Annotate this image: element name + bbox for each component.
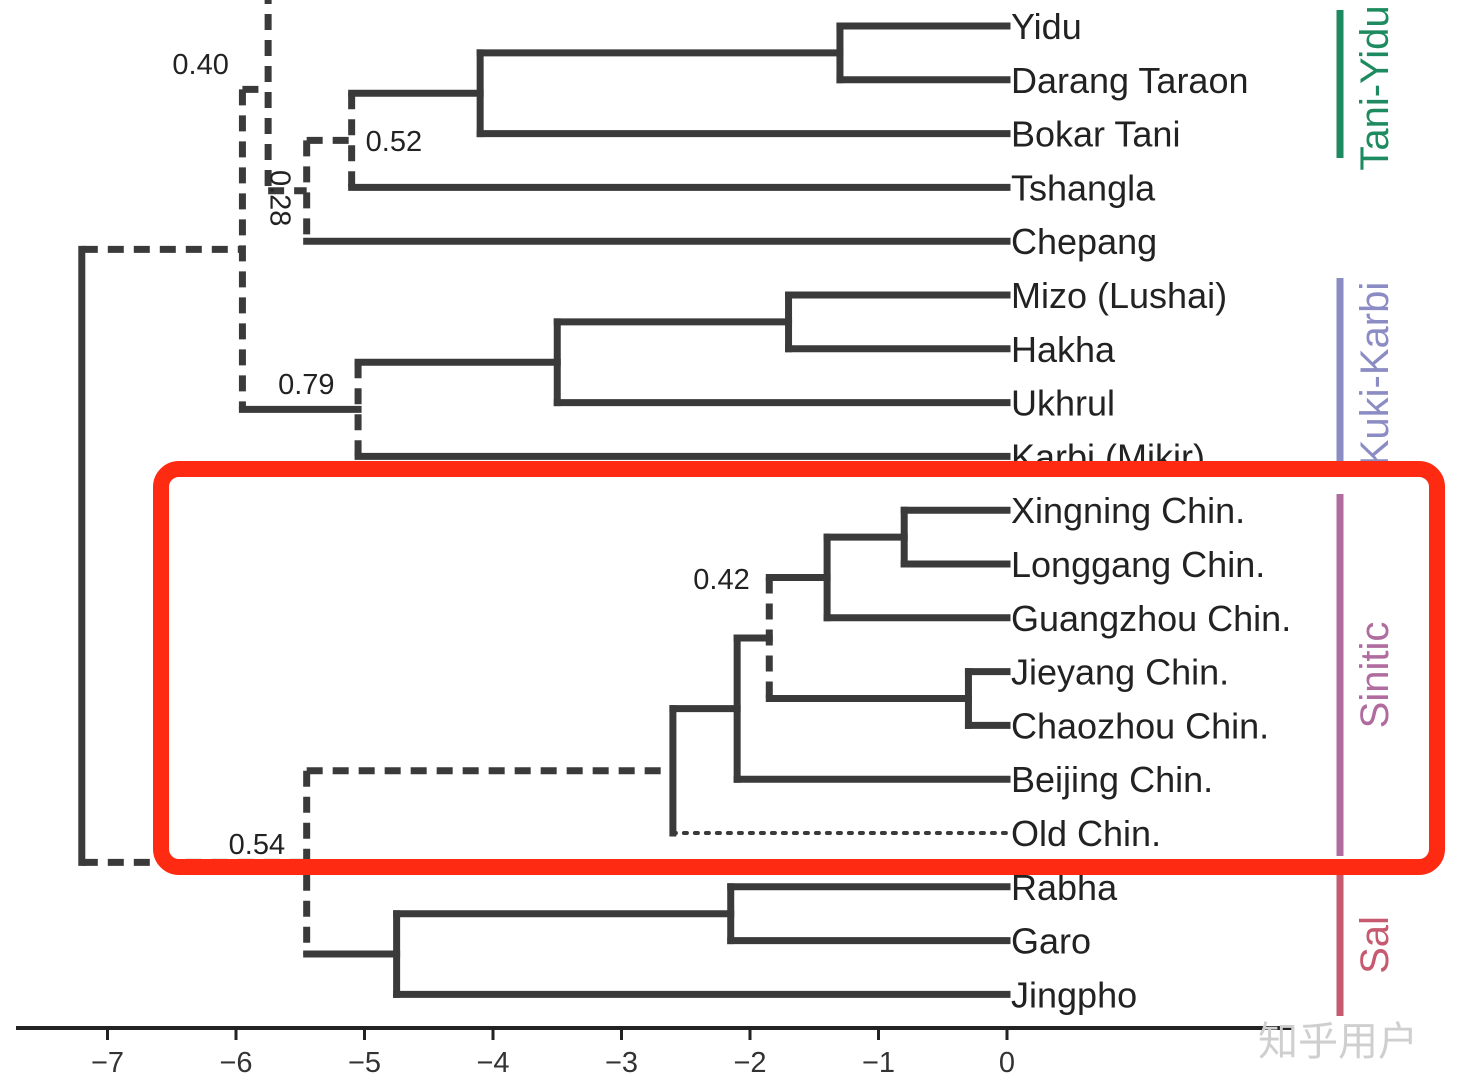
support-label-n_upper: 0.33 <box>286 0 342 5</box>
leaf-label-beijing-chin-: Beijing Chin. <box>1011 759 1213 800</box>
support-label-n_tani_tsh: 0.52 <box>366 126 422 158</box>
watermark-text: 知乎用户 <box>1258 1019 1418 1065</box>
x-tick-label-1: −6 <box>219 1047 252 1079</box>
leaf-label-bokar-tani: Bokar Tani <box>1011 114 1180 155</box>
group-label-sinitic: Sinitic <box>1353 622 1397 729</box>
leaf-label-guangzhou-chin-: Guangzhou Chin. <box>1011 598 1291 639</box>
support-label-n_south: 0.42 <box>693 564 749 596</box>
leaf-label-jingpho: Jingpho <box>1011 974 1137 1015</box>
support-label-n_sin_sal: 0.54 <box>229 829 285 861</box>
leaf-label-yidu: Yidu <box>1011 6 1082 47</box>
leaf-label-chepang: Chepang <box>1011 221 1157 262</box>
leaf-label-chaozhou-chin-: Chaozhou Chin. <box>1011 705 1269 746</box>
tree-branches <box>78 0 1011 998</box>
support-label-n_tb_upper: 0.40 <box>172 49 228 81</box>
leaf-label-longgang-chin-: Longgang Chin. <box>1011 544 1265 585</box>
highlight-box-sinitic <box>153 461 1445 875</box>
leaf-label-jieyang-chin-: Jieyang Chin. <box>1011 652 1229 693</box>
support-label-n_top: 0.28 <box>264 170 296 226</box>
x-tick-label-0: −7 <box>91 1047 124 1079</box>
leaf-label-hakha: Hakha <box>1011 329 1116 370</box>
leaf-label-xingning-chin-: Xingning Chin. <box>1011 490 1245 531</box>
support-labels: 0.52 0.28 0.33 0.79 0.40 0.42 0.54 <box>172 0 749 861</box>
leaf-label-garo: Garo <box>1011 921 1091 962</box>
group-label-sal: Sal <box>1353 916 1397 974</box>
x-tick-label-6: −1 <box>862 1047 895 1079</box>
support-label-n_kuki: 0.79 <box>278 369 334 401</box>
x-tick-label-7: 0 <box>999 1047 1015 1079</box>
leaf-label-old-chin-: Old Chin. <box>1011 813 1161 854</box>
leaf-label-darang-taraon: Darang Taraon <box>1011 60 1249 101</box>
x-tick-label-2: −5 <box>348 1047 381 1079</box>
leaf-label-tshangla: Tshangla <box>1011 167 1156 208</box>
clade-group-bars: Tani-Yidu Kuki-Karbi Sinitic Sal <box>1336 5 1397 1016</box>
x-tick-label-3: −4 <box>476 1047 509 1079</box>
group-label-kuki-karbi: Kuki-Karbi <box>1353 282 1397 467</box>
x-tick-label-5: −2 <box>733 1047 766 1079</box>
x-tick-label-4: −3 <box>605 1047 638 1079</box>
group-label-tani-yidu: Tani-Yidu <box>1353 5 1397 170</box>
leaf-label-mizo-lushai-: Mizo (Lushai) <box>1011 275 1227 316</box>
leaf-label-ukhrul: Ukhrul <box>1011 383 1115 424</box>
x-axis: −7 −6 −5 −4 −3 −2 −1 0 <box>16 1026 1292 1079</box>
